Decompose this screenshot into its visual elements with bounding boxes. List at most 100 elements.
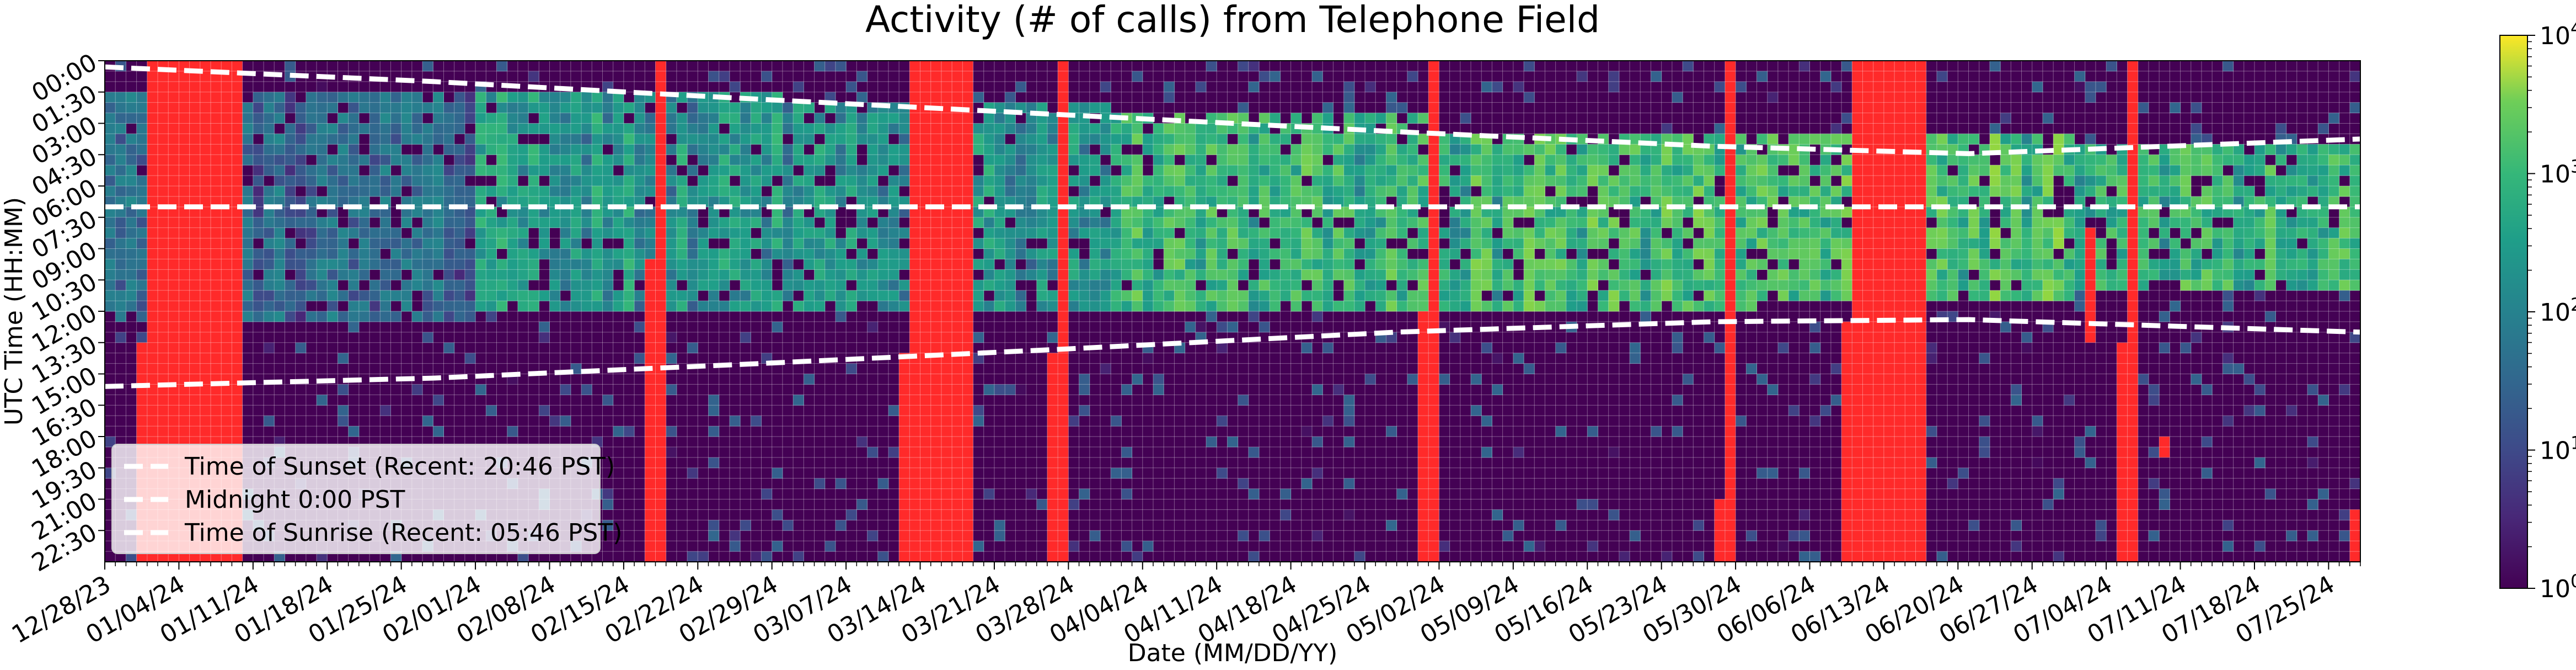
heatmap-cell: [317, 238, 328, 249]
heatmap-cell: [698, 238, 709, 249]
heatmap-cell: [1386, 134, 1397, 145]
heatmap-cell: [1238, 478, 1249, 490]
heatmap-cell: [1947, 269, 1958, 280]
heatmap-cell: [1820, 405, 1831, 416]
heatmap-cell: [369, 134, 381, 145]
heatmap-cell: [1153, 123, 1164, 134]
heatmap-cell: [105, 259, 116, 270]
heatmap-cell: [623, 301, 635, 312]
heatmap-cell: [994, 217, 1005, 228]
heatmap-cell: [1343, 290, 1355, 301]
heatmap-cell: [1333, 144, 1345, 155]
heatmap-cell: [1206, 186, 1217, 197]
heatmap-cell: [623, 165, 635, 176]
heatmap-cell: [1206, 259, 1217, 270]
heatmap-cell: [464, 280, 476, 291]
heatmap-cell: [1333, 134, 1345, 145]
heatmap-cell: [1746, 290, 1757, 301]
heatmap-cell: [634, 248, 645, 259]
heatmap-cell: [1322, 416, 1333, 427]
missing-data-block: [655, 61, 666, 562]
heatmap-cell: [1788, 217, 1800, 228]
heatmap-cell: [2307, 227, 2318, 239]
heatmap-cell: [2318, 144, 2329, 155]
heatmap-cell: [2286, 176, 2297, 187]
heatmap-cell: [581, 134, 592, 145]
heatmap-cell: [1142, 269, 1154, 280]
heatmap-cell: [422, 144, 433, 155]
heatmap-cell: [2106, 217, 2117, 228]
heatmap-cell: [464, 311, 476, 322]
heatmap-cell: [1132, 155, 1143, 166]
heatmap-cell: [2138, 176, 2149, 187]
heatmap-cell: [2243, 259, 2255, 270]
heatmap-cell: [1259, 186, 1270, 197]
heatmap-cell: [973, 123, 984, 134]
heatmap-cell: [1799, 467, 1811, 479]
heatmap-cell: [666, 113, 677, 124]
heatmap-cell: [1047, 238, 1058, 249]
heatmap-cell: [1672, 290, 1683, 301]
heatmap-cell: [1290, 155, 1302, 166]
heatmap-cell: [1947, 248, 1958, 259]
heatmap-cell: [2296, 280, 2308, 291]
heatmap-cell: [2106, 196, 2117, 208]
heatmap-cell: [1979, 446, 1990, 458]
heatmap-cell: [877, 269, 889, 280]
heatmap-cell: [295, 134, 307, 145]
heatmap-cell: [761, 248, 773, 259]
heatmap-cell: [645, 186, 656, 197]
heatmap-cell: [613, 206, 624, 218]
heatmap-cell: [793, 113, 804, 124]
heatmap-cell: [2265, 259, 2276, 270]
heatmap-cell: [676, 176, 688, 187]
heatmap-cell: [1460, 227, 1471, 239]
heatmap-cell: [496, 269, 508, 280]
heatmap-cell: [1164, 301, 1175, 312]
heatmap-cell: [1598, 165, 1609, 176]
heatmap-cell: [666, 238, 677, 249]
heatmap-cell: [411, 92, 423, 103]
heatmap-cell: [2053, 134, 2064, 145]
heatmap-cell: [1343, 509, 1355, 520]
heatmap-cell: [1375, 290, 1386, 301]
heatmap-cell: [888, 155, 899, 166]
heatmap-cell: [1238, 176, 1249, 187]
heatmap-cell: [1492, 259, 1503, 270]
heatmap-cell: [751, 290, 762, 301]
heatmap-cell: [1502, 301, 1514, 312]
heatmap-cell: [973, 144, 984, 155]
heatmap-cell: [666, 165, 677, 176]
heatmap-cell: [1809, 227, 1821, 239]
heatmap-cell: [751, 176, 762, 187]
heatmap-cell: [486, 405, 497, 416]
heatmap-cell: [1111, 155, 1122, 166]
heatmap-cell: [1555, 259, 1567, 270]
heatmap-cell: [358, 123, 370, 134]
heatmap-cell: [592, 269, 603, 280]
heatmap-cell: [1777, 176, 1789, 187]
heatmap-cell: [1481, 342, 1492, 354]
heatmap-cell: [2000, 269, 2011, 280]
heatmap-cell: [1238, 206, 1249, 218]
heatmap-cell: [729, 134, 741, 145]
heatmap-cell: [1132, 238, 1143, 249]
heatmap-cell: [2286, 144, 2297, 155]
y-axis-ticks: 00:0001:3003:0004:3006:0007:3009:0010:30…: [27, 48, 105, 577]
heatmap-cell: [1290, 206, 1302, 218]
heatmap-cell: [433, 280, 444, 291]
heatmap-cell: [549, 248, 561, 259]
heatmap-cell: [804, 248, 815, 259]
heatmap-cell: [1121, 488, 1133, 499]
heatmap-cell: [1270, 165, 1281, 176]
heatmap-cell: [306, 113, 317, 124]
heatmap-cell: [1968, 206, 1980, 218]
heatmap-cell: [570, 269, 582, 280]
heatmap-cell: [1471, 217, 1482, 228]
heatmap-cell: [1301, 426, 1313, 437]
heatmap-cell: [1015, 269, 1027, 280]
heatmap-cell: [2095, 530, 2107, 541]
heatmap-cell: [2222, 176, 2234, 187]
heatmap-cell: [1005, 144, 1016, 155]
heatmap-cell: [2148, 446, 2160, 458]
